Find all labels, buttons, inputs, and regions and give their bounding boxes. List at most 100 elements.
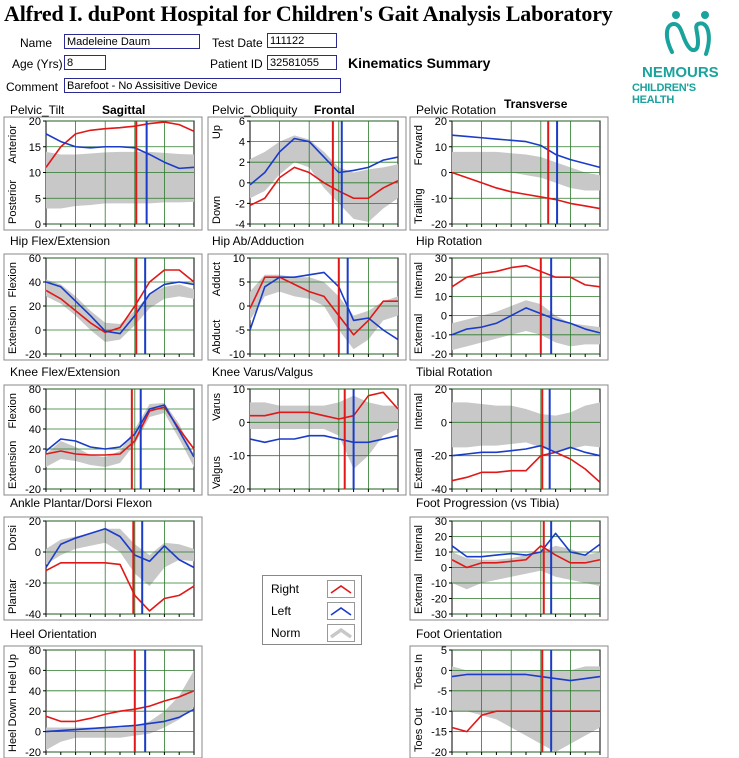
y-tick-label: 40: [29, 424, 41, 436]
plane-label-sagittal: Sagittal: [102, 103, 145, 117]
y-tick-label: 20: [29, 706, 41, 718]
y-tick-label: 80: [29, 645, 41, 657]
y-tick-label: -40: [25, 609, 41, 621]
y-label-top: Internal: [413, 393, 425, 430]
chart-frame: [3, 116, 203, 231]
y-tick-label: 10: [435, 291, 447, 303]
y-tick-label: 80: [29, 384, 41, 396]
name-field[interactable]: Madeleine Daum: [64, 34, 200, 49]
chart-foot_orient: Foot Orientation -20 -15 -10 -5 0 5 Toes In Toes…: [409, 627, 609, 758]
y-tick-label: 0: [441, 168, 447, 180]
y-label-top: Forward: [413, 125, 425, 165]
y-label-bottom: Heel Down: [7, 698, 19, 752]
y-tick-label: -20: [431, 349, 447, 361]
chart-title: Hip Flex/Extension: [10, 234, 110, 248]
y-tick-label: 0: [441, 665, 447, 677]
chart-hip_abd: Hip Ab/Adduction -10 -5 0 5 10 Adduct Abduct: [207, 234, 407, 361]
y-label-top: Dorsi: [7, 525, 19, 551]
norm-band: [452, 666, 600, 752]
series-left: [451, 532, 601, 558]
chart-title: Hip Ab/Adduction: [212, 234, 304, 248]
series-left: [45, 281, 195, 335]
legend-label-norm: Norm: [271, 626, 301, 640]
y-tick-label: -2: [235, 198, 245, 210]
y-tick-label: -20: [229, 484, 245, 496]
y-label-bottom: External: [413, 574, 425, 614]
chart-pelvic_rotation: Pelvic Rotation -20 -10 0 10 20 Forward Trailin…: [409, 103, 609, 231]
patient-id-label: Patient ID: [210, 57, 263, 71]
chart-heel_orient: Heel Orientation -20 0 20 40 60 80 Heel Up Heel …: [3, 627, 203, 758]
series-left: [45, 708, 195, 733]
norm-band: [250, 395, 398, 469]
y-tick-label: 20: [29, 516, 41, 528]
y-tick-label: -4: [235, 219, 245, 231]
y-label-top: Internal: [413, 262, 425, 299]
y-tick-label: -15: [431, 727, 447, 739]
y-tick-label: 0: [441, 563, 447, 575]
y-tick-label: 20: [29, 301, 41, 313]
y-tick-label: 60: [29, 404, 41, 416]
chart-frame: [207, 384, 407, 496]
series-left: [45, 133, 195, 170]
y-tick-label: 20: [29, 116, 41, 128]
chart-frame: [207, 253, 407, 361]
y-tick-label: 10: [233, 253, 245, 265]
chart-frame: [3, 645, 203, 758]
kinematics-summary-title: Kinematics Summary: [348, 55, 491, 71]
y-label-top: Flexion: [7, 262, 19, 297]
y-label-top: Anterior: [7, 125, 19, 164]
series-right: [250, 391, 399, 420]
plane-label-frontal: Frontal: [314, 103, 355, 117]
comment-field[interactable]: Barefoot - No Assisitive Device: [64, 78, 341, 93]
chart-frame: [409, 253, 609, 361]
y-tick-label: -40: [431, 484, 447, 496]
chart-pelvic_obliquity: Pelvic_Obliquity -4 -2 0 2 4 6 Up Down: [207, 103, 407, 231]
series-left: [451, 444, 601, 457]
page-title: Alfred I. duPont Hospital for Children's…: [4, 1, 613, 26]
chart-frame: [3, 516, 203, 621]
y-label-bottom: Extension: [7, 306, 19, 354]
y-label-top: Adduct: [211, 262, 223, 296]
y-label-top: Toes In: [413, 654, 425, 689]
legend: Right Left Norm: [262, 575, 362, 645]
norm-band: [46, 670, 194, 750]
y-tick-label: 4: [239, 137, 245, 149]
test-date-label: Test Date: [212, 36, 263, 50]
series-left: [249, 434, 399, 444]
y-tick-label: -20: [431, 451, 447, 463]
y-label-bottom: External: [413, 314, 425, 354]
legend-item-left: Left: [263, 602, 361, 620]
y-tick-label: 30: [435, 253, 447, 265]
test-date-field[interactable]: 111122: [267, 33, 337, 48]
chart-frame: [409, 516, 609, 621]
series-right: [451, 451, 601, 483]
y-tick-label: 2: [239, 157, 245, 169]
y-label-bottom: Extension: [7, 441, 19, 489]
y-label-top: Heel Up: [7, 654, 19, 694]
chart-frame: [409, 645, 609, 758]
chart-frame: [3, 253, 203, 361]
y-label-bottom: Down: [211, 196, 223, 224]
y-tick-label: -10: [431, 578, 447, 590]
y-tick-label: 0: [35, 464, 41, 476]
y-tick-label: 0: [239, 301, 245, 313]
y-tick-label: -20: [431, 219, 447, 231]
chart-frame: [409, 116, 609, 231]
y-tick-label: 40: [29, 277, 41, 289]
y-tick-label: -5: [437, 686, 447, 698]
series-left: [249, 137, 399, 186]
norm-band: [250, 274, 398, 350]
y-label-top: Flexion: [7, 393, 19, 428]
y-tick-label: 20: [435, 532, 447, 544]
y-tick-label: -10: [431, 706, 447, 718]
patient-id-field[interactable]: 32581055: [267, 55, 337, 70]
y-tick-label: -10: [431, 193, 447, 205]
y-tick-label: 60: [29, 253, 41, 265]
age-field[interactable]: 8: [64, 55, 106, 70]
norm-band: [46, 528, 194, 587]
y-tick-label: 6: [239, 116, 245, 128]
y-tick-label: 0: [35, 727, 41, 739]
chart-tibial_rot: Tibial Rotation -40 -20 0 20 Internal External: [409, 365, 609, 496]
series-right: [45, 269, 195, 334]
